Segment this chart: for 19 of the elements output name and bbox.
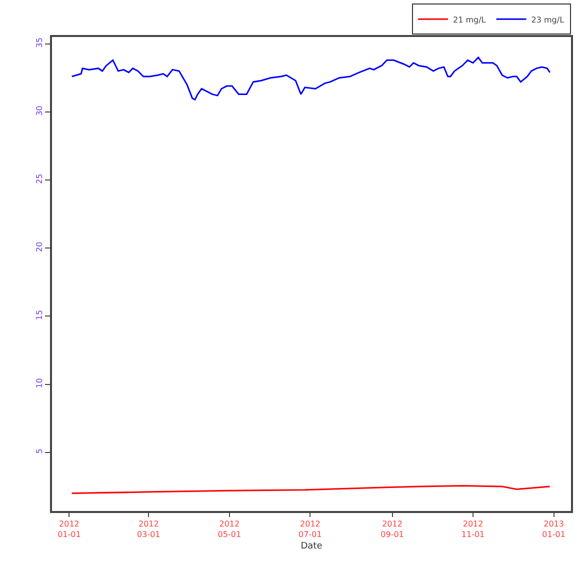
x-tick-label: 2012 03-01 (137, 520, 160, 539)
legend-label: 23 mg/L (531, 15, 565, 24)
x-tick-label: 2012 01-01 (58, 520, 81, 539)
y-tick-label: 25 (34, 174, 44, 184)
x-tick-label: 2012 07-01 (298, 520, 322, 539)
y-tick-label: 35 (34, 38, 44, 48)
x-tick-label: 2012 11-01 (461, 520, 485, 539)
y-tick-label: 15 (34, 310, 44, 320)
line-series (71, 56, 551, 100)
y-tick-label: 30 (34, 106, 44, 116)
y-tick-label: 20 (34, 242, 44, 252)
x-axis-title: Date (300, 541, 323, 552)
x-tick-label: 2012 09-01 (380, 520, 404, 539)
y-tick-label: 10 (34, 378, 44, 388)
line-series (71, 485, 551, 494)
y-tick-label: 5 (34, 448, 44, 454)
legend-label: 21 mg/L (453, 15, 486, 24)
x-tick-label: 2012 05-01 (218, 520, 242, 539)
x-tick-label: 2013 01-01 (542, 520, 566, 539)
